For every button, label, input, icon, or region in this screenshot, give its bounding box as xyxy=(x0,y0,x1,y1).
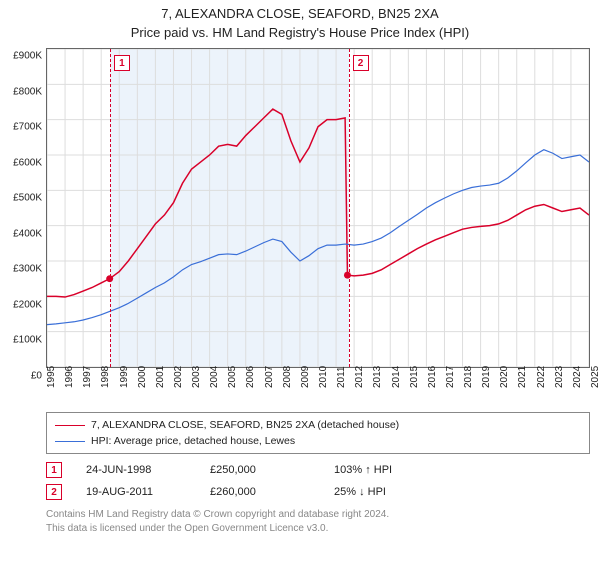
legend-label-subject: 7, ALEXANDRA CLOSE, SEAFORD, BN25 2XA (d… xyxy=(91,417,399,433)
page-subtitle: Price paid vs. HM Land Registry's House … xyxy=(0,25,600,40)
event-dot-2 xyxy=(344,272,351,279)
x-tick-label: 2006 xyxy=(245,366,256,388)
event-box-2: 2 xyxy=(353,55,369,71)
x-tick-label: 2002 xyxy=(173,366,184,388)
event-price-1: £250,000 xyxy=(210,464,310,476)
x-tick-label: 2007 xyxy=(264,366,275,388)
attribution: Contains HM Land Registry data © Crown c… xyxy=(46,508,590,536)
x-tick-label: 2018 xyxy=(463,366,474,388)
x-tick-label: 2000 xyxy=(137,366,148,388)
x-tick-label: 2005 xyxy=(227,366,238,388)
x-tick-label: 2014 xyxy=(391,366,402,388)
y-tick-label: £300K xyxy=(13,264,42,275)
x-tick-label: 1997 xyxy=(82,366,93,388)
x-tick-label: 2013 xyxy=(372,366,383,388)
x-tick-label: 1999 xyxy=(119,366,130,388)
x-tick-label: 2012 xyxy=(354,366,365,388)
x-tick-label: 2010 xyxy=(318,366,329,388)
x-tick-label: 2011 xyxy=(336,366,347,388)
x-axis: 1995 1996 1997 1998 1999 2000 2001 2002 2003 2004… xyxy=(46,368,590,406)
event-hpi-rel-2: 25% ↓ HPI xyxy=(334,486,434,498)
x-tick-label: 2008 xyxy=(282,366,293,388)
attribution-line-2: This data is licensed under the Open Gov… xyxy=(46,522,590,536)
event-marker-box-1: 1 xyxy=(46,462,62,478)
event-date-2: 19-AUG-2011 xyxy=(86,486,186,498)
legend-item-subject: 7, ALEXANDRA CLOSE, SEAFORD, BN25 2XA (d… xyxy=(55,417,581,433)
chart-svg xyxy=(47,49,589,367)
event-row-1: 1 24-JUN-1998 £250,000 103% ↑ HPI xyxy=(46,462,590,478)
event-date-1: 24-JUN-1998 xyxy=(86,464,186,476)
x-tick-label: 2015 xyxy=(409,366,420,388)
event-vline-1 xyxy=(110,49,111,367)
x-tick-label: 2009 xyxy=(300,366,311,388)
chart-plot-area: 12 xyxy=(46,48,590,368)
x-tick-label: 1995 xyxy=(46,366,57,388)
x-tick-label: 2022 xyxy=(536,366,547,388)
y-tick-label: £700K xyxy=(13,122,42,133)
x-tick-label: 2016 xyxy=(427,366,438,388)
y-tick-label: £600K xyxy=(13,157,42,168)
y-tick-label: £500K xyxy=(13,193,42,204)
event-box-1: 1 xyxy=(114,55,130,71)
y-axis: £0£100K£200K£300K£400K£500K£600K£700K£80… xyxy=(0,56,46,376)
event-markers-table: 1 24-JUN-1998 £250,000 103% ↑ HPI 2 19-A… xyxy=(46,462,590,500)
page-title: 7, ALEXANDRA CLOSE, SEAFORD, BN25 2XA xyxy=(0,6,600,21)
y-tick-label: £800K xyxy=(13,86,42,97)
legend-swatch-hpi xyxy=(55,441,85,442)
y-tick-label: £900K xyxy=(13,51,42,62)
x-tick-label: 1996 xyxy=(64,366,75,388)
event-marker-box-2: 2 xyxy=(46,484,62,500)
y-tick-label: £0 xyxy=(31,371,42,382)
x-tick-label: 2004 xyxy=(209,366,220,388)
x-tick-label: 2020 xyxy=(499,366,510,388)
x-tick-label: 2023 xyxy=(554,366,565,388)
y-tick-label: £200K xyxy=(13,299,42,310)
attribution-line-1: Contains HM Land Registry data © Crown c… xyxy=(46,508,590,522)
x-tick-label: 2017 xyxy=(445,366,456,388)
legend-label-hpi: HPI: Average price, detached house, Lewe… xyxy=(91,433,295,449)
x-tick-label: 2003 xyxy=(191,366,202,388)
x-tick-label: 2021 xyxy=(517,366,528,388)
event-hpi-rel-1: 103% ↑ HPI xyxy=(334,464,434,476)
y-tick-label: £100K xyxy=(13,335,42,346)
event-vline-2 xyxy=(349,49,350,367)
legend-swatch-subject xyxy=(55,425,85,426)
y-tick-label: £400K xyxy=(13,228,42,239)
event-row-2: 2 19-AUG-2011 £260,000 25% ↓ HPI xyxy=(46,484,590,500)
x-tick-label: 2024 xyxy=(572,366,583,388)
x-tick-label: 2001 xyxy=(155,366,166,388)
x-tick-label: 2025 xyxy=(590,366,600,388)
event-price-2: £260,000 xyxy=(210,486,310,498)
x-tick-label: 1998 xyxy=(100,366,111,388)
legend-item-hpi: HPI: Average price, detached house, Lewe… xyxy=(55,433,581,449)
x-tick-label: 2019 xyxy=(481,366,492,388)
legend: 7, ALEXANDRA CLOSE, SEAFORD, BN25 2XA (d… xyxy=(46,412,590,454)
